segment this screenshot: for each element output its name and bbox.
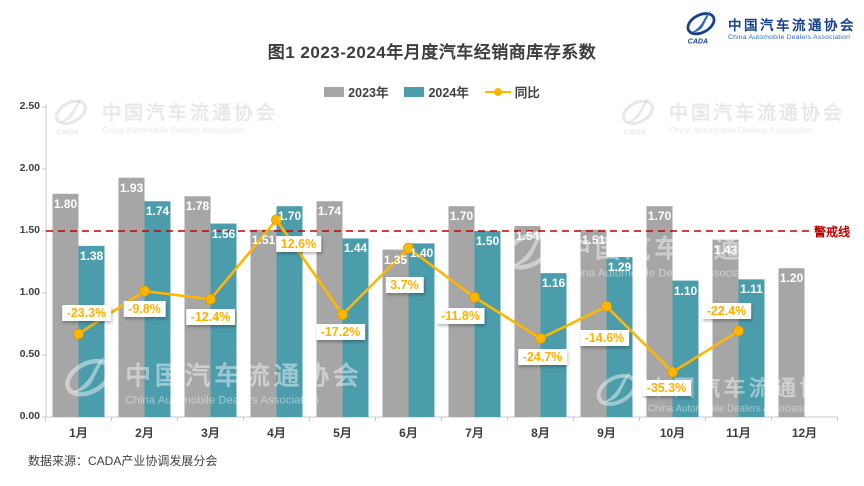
bar-value-2023: 1.78 xyxy=(185,199,210,214)
yoy-label-7月: -11.8% xyxy=(436,308,485,325)
x-axis-label: 6月 xyxy=(399,426,418,440)
bar-value-2023: 1.54 xyxy=(515,229,540,244)
yoy-point-4月 xyxy=(271,214,282,226)
yoy-point-10月 xyxy=(667,366,678,378)
legend-item-同比: 同比 xyxy=(484,82,540,101)
legend-item-2024年: 2024年 xyxy=(404,82,469,101)
yoy-label-8月: -24.7% xyxy=(517,349,568,366)
bar-value-2024: 1.40 xyxy=(409,246,434,261)
bar-value-2023: 1.20 xyxy=(779,271,804,286)
yoy-label-5月: -17.2% xyxy=(315,323,366,340)
yoy-point-7月 xyxy=(469,291,480,303)
bar-value-2024: 1.29 xyxy=(607,260,632,275)
bar-value-2023: 1.93 xyxy=(119,180,144,195)
svg-text:CADA: CADA xyxy=(688,39,708,46)
legend-swatch xyxy=(404,86,425,97)
x-axis-label: 7月 xyxy=(465,426,484,440)
brand-name-en: China Automobile Dealers Association xyxy=(728,33,851,41)
x-axis-label: 1月 xyxy=(69,426,88,440)
bar-2024-11月 xyxy=(738,279,765,417)
legend-swatch xyxy=(324,86,345,97)
svg-text:China Automobile Dealers Assoc: China Automobile Dealers Association xyxy=(565,267,759,279)
bar-value-2024: 1.74 xyxy=(145,204,170,219)
yoy-point-6月 xyxy=(403,242,414,254)
yoy-label-1月: -23.3% xyxy=(61,304,112,321)
y-axis-label: 1.00 xyxy=(19,286,40,298)
yoy-point-1月 xyxy=(73,328,84,340)
bar-value-2024: 1.38 xyxy=(79,248,104,263)
y-axis-label: 2.50 xyxy=(19,100,40,112)
bar-2023-12月 xyxy=(778,268,805,417)
svg-text:China Automobile Dealers Assoc: China Automobile Dealers Association xyxy=(125,394,319,406)
x-axis-label: 9月 xyxy=(597,426,616,440)
x-axis-label: 8月 xyxy=(531,426,550,440)
bar-2023-8月 xyxy=(514,226,541,417)
y-axis-label: 0.00 xyxy=(19,410,40,422)
legend-item-2023年: 2023年 xyxy=(324,82,388,101)
legend-label: 2024年 xyxy=(428,86,469,100)
yoy-label-10月: -35.3% xyxy=(641,380,692,397)
bar-value-2023: 1.51 xyxy=(251,232,276,247)
bar-value-2023: 1.51 xyxy=(581,232,606,247)
yoy-point-3月 xyxy=(205,293,216,305)
legend-label: 2023年 xyxy=(348,86,389,100)
svg-text:China Automobile Dealers Assoc: China Automobile Dealers Association xyxy=(648,404,813,415)
data-source: 数据来源：CADA产业协调发展分会 xyxy=(28,454,218,468)
bar-2024-8月 xyxy=(540,273,567,417)
watermark-on-bars: 中国汽车流通协会 China Automobile Dealers Associa… xyxy=(65,356,363,406)
bar-2023-9月 xyxy=(580,229,607,417)
yoy-label-2月: -9.8% xyxy=(123,301,166,318)
bar-value-2023: 1.80 xyxy=(53,196,78,211)
watermark-on-bars: 中国汽车流通协会 China Automobile Dealers Associa… xyxy=(505,229,803,279)
yoy-point-2月 xyxy=(139,285,150,297)
bar-value-2023: 1.74 xyxy=(317,204,342,219)
legend-label: 同比 xyxy=(514,86,540,100)
bar-value-2024: 1.70 xyxy=(277,209,302,224)
bar-value-2023: 1.43 xyxy=(713,242,738,257)
bar-value-2024: 1.11 xyxy=(740,282,763,297)
bar-value-2024: 1.16 xyxy=(541,276,566,291)
yoy-label-11月: -22.4% xyxy=(701,303,752,320)
x-axis-label: 11月 xyxy=(726,426,751,440)
legend-line-marker xyxy=(484,87,511,97)
chart-title: 图1 2023-2024年月度汽车经销商库存系数 xyxy=(267,43,597,62)
bar-2023-6月 xyxy=(382,249,409,417)
bar-value-2024: 1.44 xyxy=(343,241,368,256)
bar-value-2024: 1.56 xyxy=(211,226,236,241)
bar-2023-3月 xyxy=(184,196,211,417)
svg-text:中国汽车流通协会: 中国汽车流通协会 xyxy=(565,233,803,263)
bar-value-2024: 1.10 xyxy=(673,283,698,298)
x-axis-label: 5月 xyxy=(333,426,352,440)
y-axis-label: 1.50 xyxy=(19,224,40,236)
cada-logo-icon: CADA xyxy=(686,10,716,46)
brand-name-cn: 中国汽车流通协会 xyxy=(728,17,856,33)
bar-2023-2月 xyxy=(118,177,145,417)
chart-legend: 2023年 2024年 同比 xyxy=(0,82,864,101)
yoy-point-8月 xyxy=(535,332,546,344)
bar-value-2024: 1.50 xyxy=(475,234,500,248)
bar-value-2023: 1.70 xyxy=(647,209,672,224)
yoy-point-5月 xyxy=(337,309,348,320)
x-axis-label: 10月 xyxy=(659,426,686,440)
x-axis-label: 3月 xyxy=(201,426,220,440)
brand-logo: CADA 中国汽车流通协会 China Automobile Dealers A… xyxy=(680,8,856,46)
x-axis-label: 2月 xyxy=(135,426,154,440)
svg-text:中国汽车流通协会: 中国汽车流通协会 xyxy=(125,360,363,390)
yoy-label-4月: 12.6% xyxy=(275,235,322,252)
bar-value-2023: 1.35 xyxy=(383,252,408,267)
bar-2024-6月 xyxy=(408,243,435,417)
x-axis-label: 12月 xyxy=(791,426,818,440)
yoy-label-3月: -12.4% xyxy=(185,309,236,326)
y-axis-label: 0.50 xyxy=(19,348,40,360)
warning-line-label: 警戒线 xyxy=(814,225,851,239)
bar-value-2023: 1.70 xyxy=(449,209,474,224)
yoy-label-9月: -14.6% xyxy=(579,330,630,347)
yoy-label-6月: 3.7% xyxy=(385,277,424,294)
bar-2023-4月 xyxy=(250,229,277,417)
y-axis-label: 2.00 xyxy=(19,162,40,174)
yoy-point-11月 xyxy=(733,325,744,337)
yoy-point-9月 xyxy=(601,300,612,312)
x-axis-label: 4月 xyxy=(267,426,286,440)
